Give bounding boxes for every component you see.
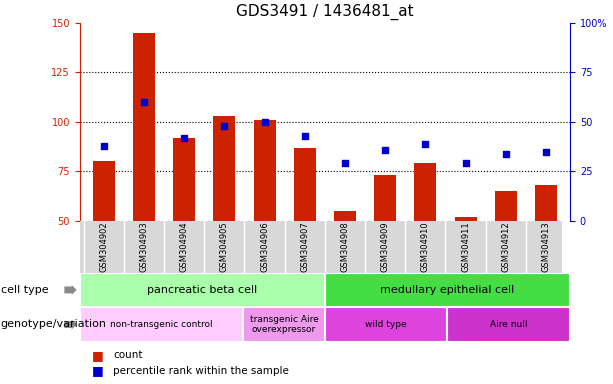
Bar (80, 307, 243, 342)
Text: pancreatic beta cell: pancreatic beta cell (147, 285, 257, 295)
Bar (414, 164, 436, 221)
Text: GSM304912: GSM304912 (501, 222, 510, 272)
Bar (374, 175, 396, 221)
Text: non-transgenic control: non-transgenic control (110, 320, 213, 329)
Text: GSM304904: GSM304904 (180, 222, 189, 272)
Text: percentile rank within the sample: percentile rank within the sample (113, 366, 289, 376)
Text: GSM304905: GSM304905 (220, 222, 229, 272)
Bar (334, 211, 356, 221)
Text: transgenic Aire
overexpressor: transgenic Aire overexpressor (249, 315, 318, 334)
Text: GSM304906: GSM304906 (260, 221, 269, 272)
Text: GSM304911: GSM304911 (461, 222, 470, 272)
Bar (133, 33, 155, 221)
Point (260, 119, 270, 125)
Point (421, 141, 430, 147)
Bar (325, 307, 447, 342)
Point (501, 151, 511, 157)
Bar (447, 307, 570, 342)
Point (139, 99, 149, 105)
Text: wild type: wild type (365, 320, 407, 329)
Text: GSM304902: GSM304902 (99, 222, 109, 272)
Bar (80, 273, 325, 307)
Text: cell type: cell type (1, 285, 48, 295)
Text: GSM304903: GSM304903 (140, 221, 148, 272)
Point (380, 147, 390, 153)
Point (179, 135, 189, 141)
Text: ■: ■ (92, 349, 104, 362)
Text: GSM304910: GSM304910 (421, 222, 430, 272)
Title: GDS3491 / 1436481_at: GDS3491 / 1436481_at (236, 4, 414, 20)
Point (541, 149, 551, 155)
Bar (93, 161, 115, 221)
Text: GSM304907: GSM304907 (300, 221, 310, 272)
Text: GSM304913: GSM304913 (541, 221, 550, 272)
Point (340, 161, 350, 167)
Bar (495, 191, 517, 221)
Bar (173, 138, 196, 221)
Text: count: count (113, 350, 143, 360)
Bar (294, 147, 316, 221)
Point (99, 142, 109, 149)
Bar (535, 185, 557, 221)
Point (461, 161, 471, 167)
Point (219, 123, 229, 129)
Text: ■: ■ (92, 364, 104, 377)
Bar (254, 120, 276, 221)
Bar (213, 116, 235, 221)
Bar (325, 273, 570, 307)
Text: Aire null: Aire null (490, 320, 528, 329)
Text: GSM304909: GSM304909 (381, 222, 390, 272)
Bar (243, 307, 325, 342)
Text: GSM304908: GSM304908 (340, 221, 349, 272)
Point (300, 133, 310, 139)
Text: genotype/variation: genotype/variation (1, 319, 107, 329)
Text: medullary epithelial cell: medullary epithelial cell (380, 285, 515, 295)
Bar (454, 217, 477, 221)
